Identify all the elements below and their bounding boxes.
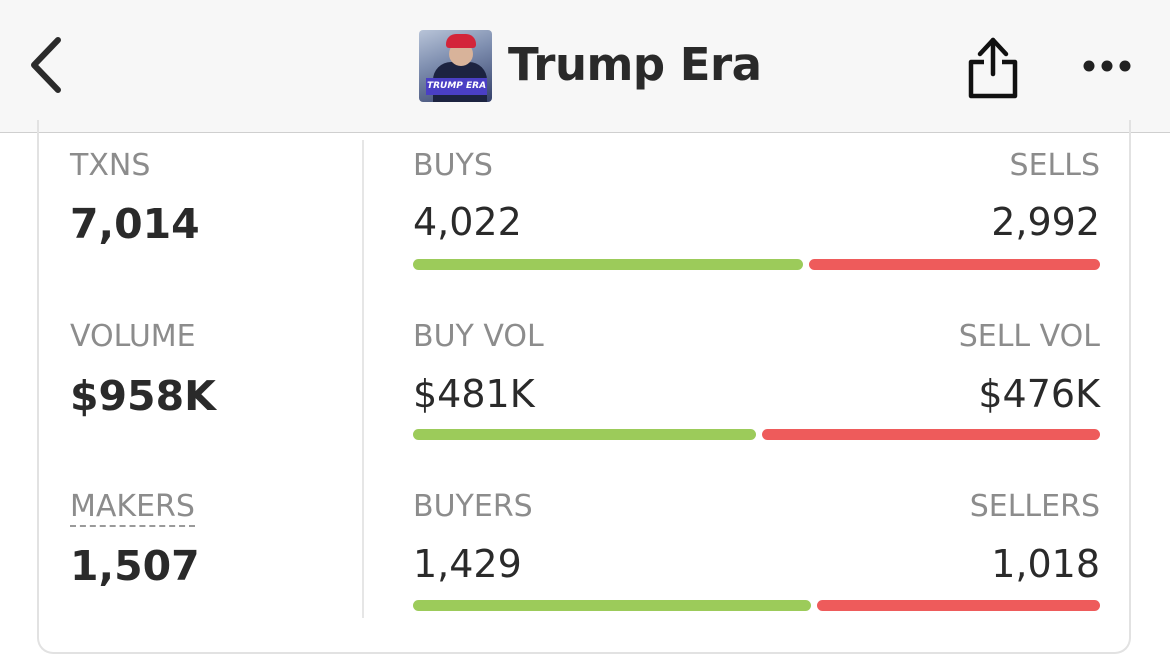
token-avatar: TRUMP ERA: [419, 30, 492, 102]
more-horizontal-icon[interactable]: [1082, 57, 1132, 75]
sells-bar: [809, 259, 1100, 270]
top-bar: TRUMP ERA Trump Era: [0, 0, 1170, 133]
buys-label: BUYS: [413, 148, 493, 183]
page-title: Trump Era: [508, 38, 762, 91]
sellers-value: 1,018: [991, 542, 1100, 586]
share-icon[interactable]: [966, 32, 1020, 100]
makers-value: 1,507: [70, 542, 200, 590]
sells-value: 2,992: [991, 200, 1100, 244]
buy-vol-label: BUY VOL: [413, 319, 544, 354]
chevron-left-icon[interactable]: [26, 34, 66, 96]
sellers-label: SELLERS: [969, 489, 1100, 524]
sellers-bar: [817, 600, 1100, 611]
sell-vol-bar: [762, 429, 1100, 440]
buyers-bar: [413, 600, 811, 611]
buyers-value: 1,429: [413, 542, 522, 586]
buys-bar: [413, 259, 803, 270]
sell-vol-label: SELL VOL: [958, 319, 1100, 354]
txns-label: TXNS: [70, 148, 151, 183]
token-avatar-label: TRUMP ERA: [426, 78, 487, 95]
buys-value: 4,022: [413, 200, 522, 244]
buy-vol-value: $481K: [413, 372, 535, 416]
sells-label: SELLS: [1009, 148, 1100, 183]
sell-vol-value: $476K: [978, 372, 1100, 416]
volume-label: VOLUME: [70, 319, 196, 354]
column-divider: [362, 140, 364, 618]
stats-card: [37, 120, 1131, 654]
buyers-label: BUYERS: [413, 489, 533, 524]
volume-value: $958K: [70, 372, 216, 420]
txns-value: 7,014: [70, 200, 200, 248]
makers-label[interactable]: MAKERS: [70, 489, 195, 527]
buy-vol-bar: [413, 429, 756, 440]
